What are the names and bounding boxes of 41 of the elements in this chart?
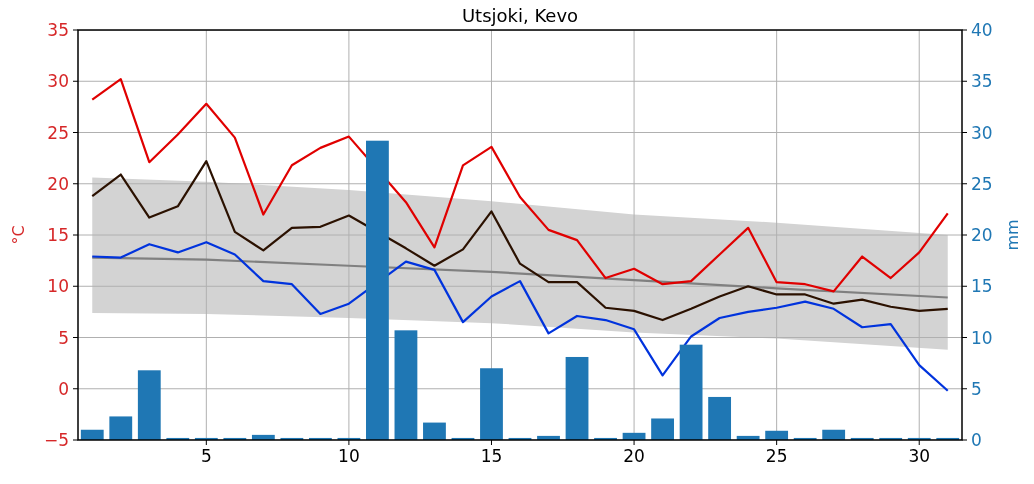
x-tick-label: 10 <box>338 446 360 466</box>
bar <box>394 330 418 440</box>
y-tick-label: 5 <box>58 327 69 348</box>
bar <box>480 368 503 440</box>
y-tick-label: 35 <box>47 20 69 40</box>
y-tick-label: 30 <box>47 71 69 92</box>
y-tick-label: 10 <box>47 276 69 297</box>
y-tick-label: 0 <box>58 378 69 399</box>
x-tick-label: 5 <box>200 446 212 466</box>
bar <box>565 356 589 440</box>
y2-tick-label: 0 <box>971 430 982 450</box>
y2-tick-label: 30 <box>971 122 993 143</box>
y2-tick-label: 15 <box>971 276 993 297</box>
y2-tick-label: 35 <box>971 71 993 92</box>
y-tick-label: 25 <box>47 122 69 143</box>
bar <box>651 418 674 440</box>
x-tick-label: 30 <box>908 446 931 466</box>
bar <box>423 422 446 440</box>
y-tick-label: −5 <box>43 430 69 450</box>
y2-tick-label: 20 <box>971 225 993 245</box>
y2-tick-label: 5 <box>971 378 982 399</box>
bar <box>366 140 389 440</box>
x-tick-label: 25 <box>765 446 788 466</box>
y2-tick-label: 10 <box>971 327 993 348</box>
y2-tick-label: 40 <box>971 20 993 40</box>
line-series <box>91 241 949 392</box>
x-tick-label: 15 <box>480 446 503 466</box>
y-tick-label: 15 <box>47 225 69 245</box>
bar <box>109 416 133 440</box>
line-series <box>91 78 949 293</box>
y2-tick-label: 25 <box>971 173 993 194</box>
line-series <box>91 256 949 299</box>
bar <box>137 370 161 440</box>
y-tick-label: 20 <box>47 173 69 194</box>
y-axis-title: °C <box>9 225 28 245</box>
chart-title: Utsjoki, Kevo <box>461 5 579 26</box>
bar <box>679 344 703 440</box>
bar <box>708 396 732 440</box>
line-series <box>91 160 949 322</box>
x-tick-label: 20 <box>623 446 645 466</box>
y2-axis-title: mm <box>1003 219 1022 251</box>
